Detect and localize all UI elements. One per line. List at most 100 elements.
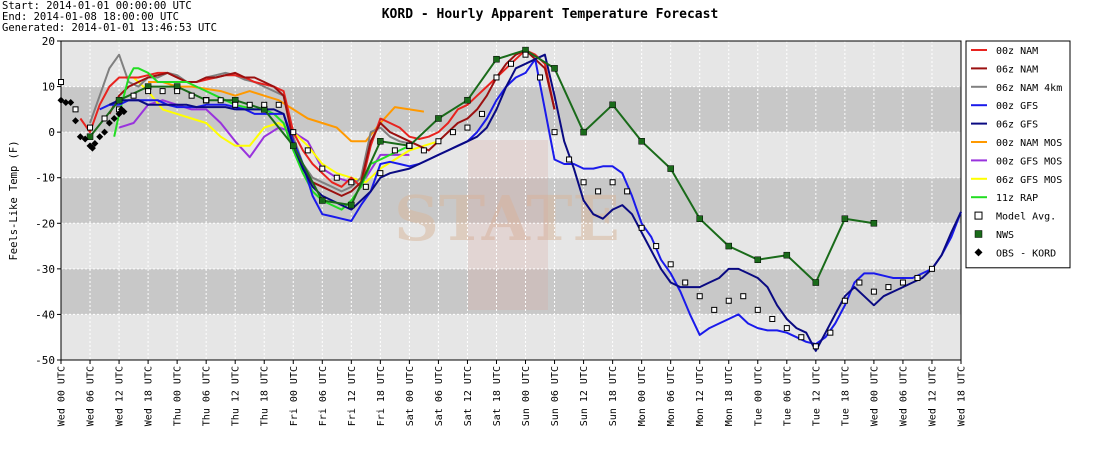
data-point	[81, 135, 89, 143]
legend-label: 00z NAM MOS	[996, 138, 1062, 149]
data-point	[508, 60, 514, 67]
x-tick-label: Mon 18 UTC	[724, 366, 735, 426]
data-point	[174, 88, 181, 95]
data-point	[362, 183, 369, 190]
data-point	[435, 115, 442, 122]
series-06z-gfs	[108, 53, 962, 352]
data-point	[246, 101, 253, 108]
legend-swatch	[974, 248, 983, 257]
data-point	[783, 325, 790, 332]
data-point	[101, 115, 108, 122]
data-point	[493, 74, 500, 81]
data-point	[145, 88, 152, 95]
x-tick-label: Sat 00 UTC	[405, 366, 416, 426]
y-tick-label: -20	[35, 217, 55, 230]
data-point	[740, 293, 747, 300]
series-line	[108, 53, 962, 352]
data-point	[101, 128, 109, 136]
data-point	[667, 165, 674, 172]
data-point	[57, 96, 65, 104]
x-tick-label: Wed 00 UTC	[869, 366, 880, 426]
legend-item: 00z NAM	[971, 46, 1038, 57]
data-point	[105, 119, 113, 127]
y-tick-label: -50	[35, 354, 55, 367]
data-point	[319, 197, 326, 204]
generated-time: Generated: 2014-01-01 13:46:53 UTC	[2, 22, 217, 34]
data-point	[928, 265, 935, 272]
data-point	[711, 306, 718, 313]
y-band	[61, 177, 961, 224]
end-time: End: 2014-01-08 18:00:00 UTC	[2, 11, 180, 23]
series-line	[79, 49, 556, 188]
legend-label: 06z GFS MOS	[996, 175, 1062, 186]
x-tick-label: Fri 18 UTC	[376, 366, 387, 426]
legend-label: 00z GFS MOS	[996, 156, 1062, 167]
data-point	[478, 110, 485, 117]
data-point	[667, 261, 674, 268]
data-point	[522, 51, 529, 58]
series-group	[57, 46, 962, 352]
y-tick-label: -10	[35, 172, 55, 185]
y-band	[61, 314, 961, 360]
legend-label: 06z NAM	[996, 64, 1038, 75]
data-point	[72, 106, 79, 113]
start-time: Start: 2014-01-01 00:00:00 UTC	[2, 0, 192, 12]
x-tick-label: Tue 00 UTC	[753, 366, 764, 426]
data-point	[72, 117, 80, 125]
series-line	[108, 49, 556, 197]
data-point	[377, 138, 384, 145]
legend-item: 06z NAM 4km	[971, 83, 1062, 94]
legend-item: NWS	[974, 230, 1014, 241]
data-point	[682, 279, 689, 286]
data-point	[67, 99, 75, 107]
data-point	[595, 188, 602, 195]
x-tick-label: Fri 06 UTC	[318, 366, 329, 426]
data-point	[580, 128, 587, 136]
x-tick-label: Wed 06 UTC	[86, 366, 97, 426]
x-tick-label: Thu 18 UTC	[260, 366, 271, 426]
x-tick-label: Thu 12 UTC	[231, 366, 242, 426]
legend-label: Model Avg.	[996, 212, 1056, 223]
data-point	[769, 315, 776, 322]
x-tick-label: Tue 18 UTC	[840, 366, 851, 426]
legend-item: 00z NAM MOS	[971, 138, 1062, 149]
data-point	[290, 129, 297, 136]
x-tick-label: Mon 00 UTC	[637, 366, 648, 426]
data-point	[348, 179, 355, 186]
data-point	[203, 97, 210, 104]
data-point	[449, 129, 456, 136]
legend: 00z NAM 06z NAM 06z NAM 4km 00z GFS 06z GFS 0…	[965, 40, 1071, 269]
legend-label: 06z NAM 4km	[996, 83, 1062, 94]
data-point	[115, 96, 123, 104]
y-tick-label: 0	[48, 126, 55, 139]
data-point	[86, 133, 94, 140]
data-point	[58, 79, 64, 86]
y-tick-label: 10	[42, 81, 55, 94]
data-point	[391, 147, 398, 154]
x-tick-label: Sat 12 UTC	[463, 366, 474, 426]
data-point	[870, 288, 877, 295]
y-axis-label: Feels-Like Temp (F)	[8, 140, 20, 260]
legend-item: 06z NAM	[971, 64, 1038, 75]
series-00z-nam	[79, 49, 556, 188]
data-point	[870, 220, 878, 227]
y-tick-label: -30	[35, 263, 55, 276]
y-band	[61, 268, 961, 315]
data-point	[130, 92, 137, 99]
data-point	[261, 101, 268, 108]
legend-label: 00z NAM	[996, 46, 1038, 57]
series-model-avg	[58, 51, 935, 350]
x-tick-label: Sun 18 UTC	[608, 366, 619, 426]
data-point	[537, 74, 544, 81]
x-tick-label: Wed 12 UTC	[927, 366, 938, 426]
series-obs-kord	[57, 96, 128, 152]
data-point	[348, 201, 355, 209]
data-point	[96, 133, 104, 141]
y-axis: -50 -40 -30 -20 -10 0 10 20 Feels-Like Temp (F)	[8, 35, 61, 367]
data-point	[551, 129, 558, 136]
x-tick-label: Wed 06 UTC	[898, 366, 909, 426]
y-band	[61, 132, 961, 178]
data-point	[798, 334, 805, 341]
legend-item: 06z GFS	[971, 120, 1038, 131]
